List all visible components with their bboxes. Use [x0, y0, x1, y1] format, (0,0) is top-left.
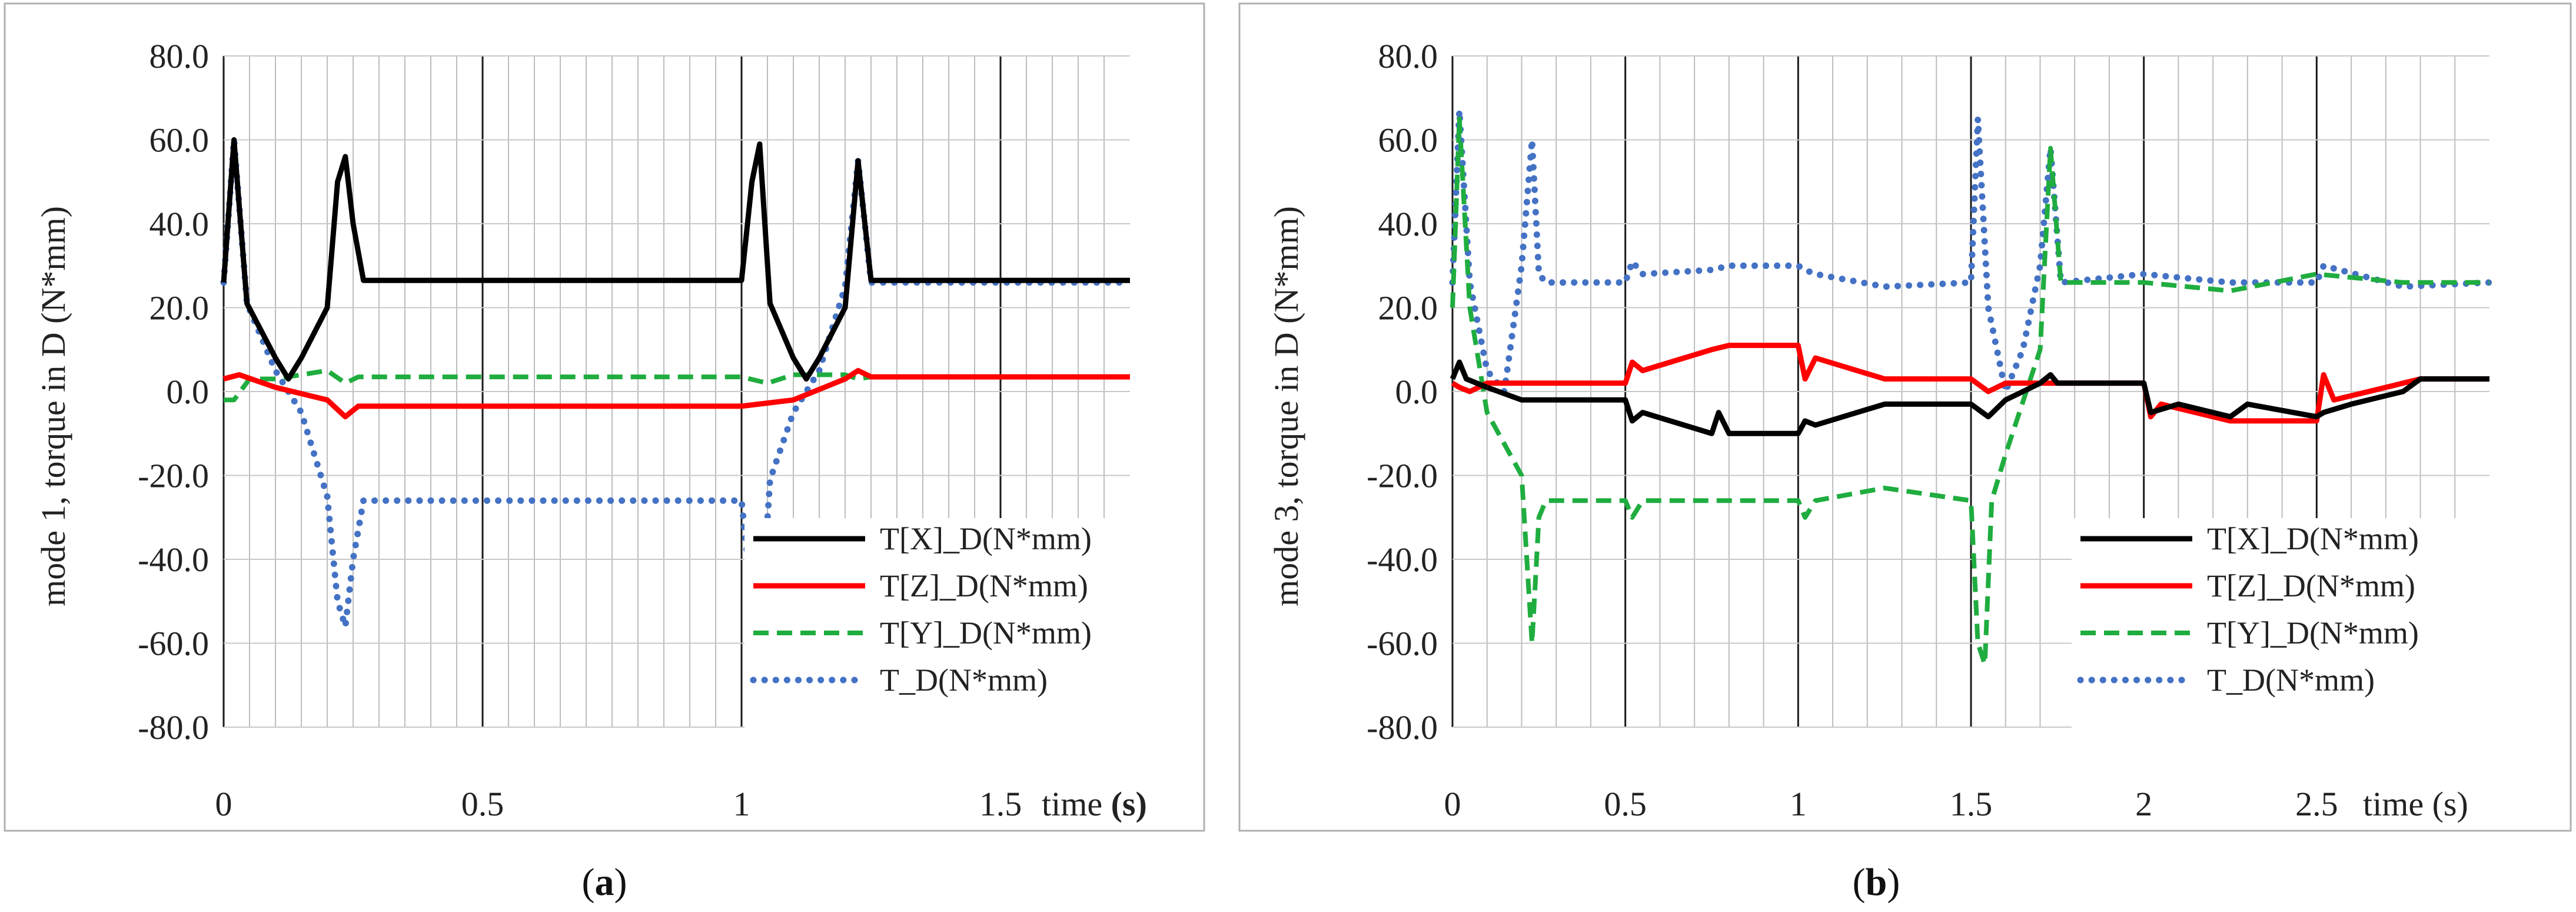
x-tick-label: 1: [1790, 785, 1807, 823]
x-tick-label: 0.5: [461, 785, 504, 823]
y-tick-label: -80.0: [138, 708, 209, 747]
series-line-T[Z]_D(N*mm): [222, 367, 1130, 420]
chart-a-y-axis-title: mode 1, torque in D (N*mm): [34, 206, 72, 606]
chart-b-x-axis-title: time (s): [2363, 785, 2468, 823]
chart-a-tick-labels: 80.060.040.020.00.0-20.0-40.0-60.0-80.00…: [138, 37, 1022, 823]
x-tick-label: 1: [733, 785, 750, 823]
chart-b-legend: T[X]_D(N*mm) T[Z]_D(N*mm) T[Y]_D(N*mm) T_D(…: [2072, 518, 2560, 730]
y-tick-label: -60.0: [1367, 625, 1438, 663]
legend-label: T_D(N*mm): [880, 662, 1048, 698]
y-tick-label: -60.0: [138, 625, 209, 663]
series-line-T_D(N*mm): [220, 137, 1134, 642]
chart-b-series: [1449, 107, 2493, 667]
chart-b-legend-box: [2072, 518, 2560, 730]
panel-label-a: (a): [582, 861, 627, 904]
y-tick-label: 80.0: [1378, 37, 1438, 75]
chart-a-gridlines: [222, 55, 1130, 728]
x-tick-label: 1.5: [1950, 785, 1993, 823]
chart-panel-a: 80.060.040.020.00.0-20.0-40.0-60.0-80.00…: [4, 2, 1205, 832]
y-tick-label: 80.0: [149, 37, 210, 75]
chart-b-y-axis-title: mode 3, torque in D (N*mm): [1267, 206, 1305, 606]
y-tick-label: 40.0: [149, 205, 210, 243]
x-tick-label: 0: [215, 785, 232, 823]
x-tick-label: 0.5: [1604, 785, 1647, 823]
y-tick-label: 0.0: [1395, 373, 1438, 411]
chart-a-legend: T[X]_D(N*mm) T[Z]_D(N*mm) T[Y]_D(N*mm) T_D(…: [744, 518, 1192, 730]
y-tick-label: 0.0: [167, 373, 210, 411]
series-line-T[Y]_D(N*mm): [1450, 116, 2489, 667]
legend-label: T[Z]_D(N*mm): [880, 568, 1088, 603]
y-tick-label: 60.0: [149, 121, 210, 160]
x-tick-label: 2: [2135, 785, 2152, 823]
y-tick-label: -80.0: [1367, 708, 1438, 747]
legend-label: T[Z]_D(N*mm): [2207, 568, 2415, 603]
x-tick-label: 2.5: [2295, 785, 2338, 823]
series-line-T[Z]_D(N*mm): [1451, 343, 2489, 424]
panel-label-b: (b): [1853, 861, 1900, 904]
chart-b-tick-labels: 80.060.040.020.00.0-20.0-40.0-60.0-80.00…: [1367, 37, 2338, 823]
chart-a-x-axis-title: time (s): [1042, 785, 1147, 823]
y-tick-label: 40.0: [1378, 205, 1438, 243]
legend-label: T[Y]_D(N*mm): [2207, 615, 2419, 651]
series-line-T_D(N*mm): [1449, 107, 2493, 395]
series-line-T[X]_D(N*mm): [1450, 359, 2489, 436]
series-line-T[X]_D(N*mm): [221, 137, 1130, 382]
y-tick-label: 20.0: [1378, 289, 1438, 327]
chart-a-series: [220, 137, 1134, 642]
chart-panel-b: 80.060.040.020.00.0-20.0-40.0-60.0-80.00…: [1238, 2, 2572, 832]
y-tick-label: -40.0: [1367, 540, 1438, 579]
chart-a-legend-box: [744, 518, 1192, 730]
series-line-T[Y]_D(N*mm): [224, 368, 1130, 403]
legend-label: T_D(N*mm): [2207, 662, 2375, 698]
legend-label: T[Y]_D(N*mm): [880, 615, 1092, 651]
x-tick-label: 0: [1444, 785, 1461, 823]
y-tick-label: -20.0: [1367, 457, 1438, 495]
y-tick-label: -20.0: [138, 457, 209, 495]
x-tick-label: 1.5: [979, 785, 1022, 823]
legend-label: T[X]_D(N*mm): [2207, 521, 2419, 556]
y-tick-label: -40.0: [138, 540, 209, 579]
y-tick-label: 20.0: [149, 289, 210, 327]
y-tick-label: 60.0: [1378, 121, 1438, 160]
legend-label: T[X]_D(N*mm): [880, 521, 1092, 556]
